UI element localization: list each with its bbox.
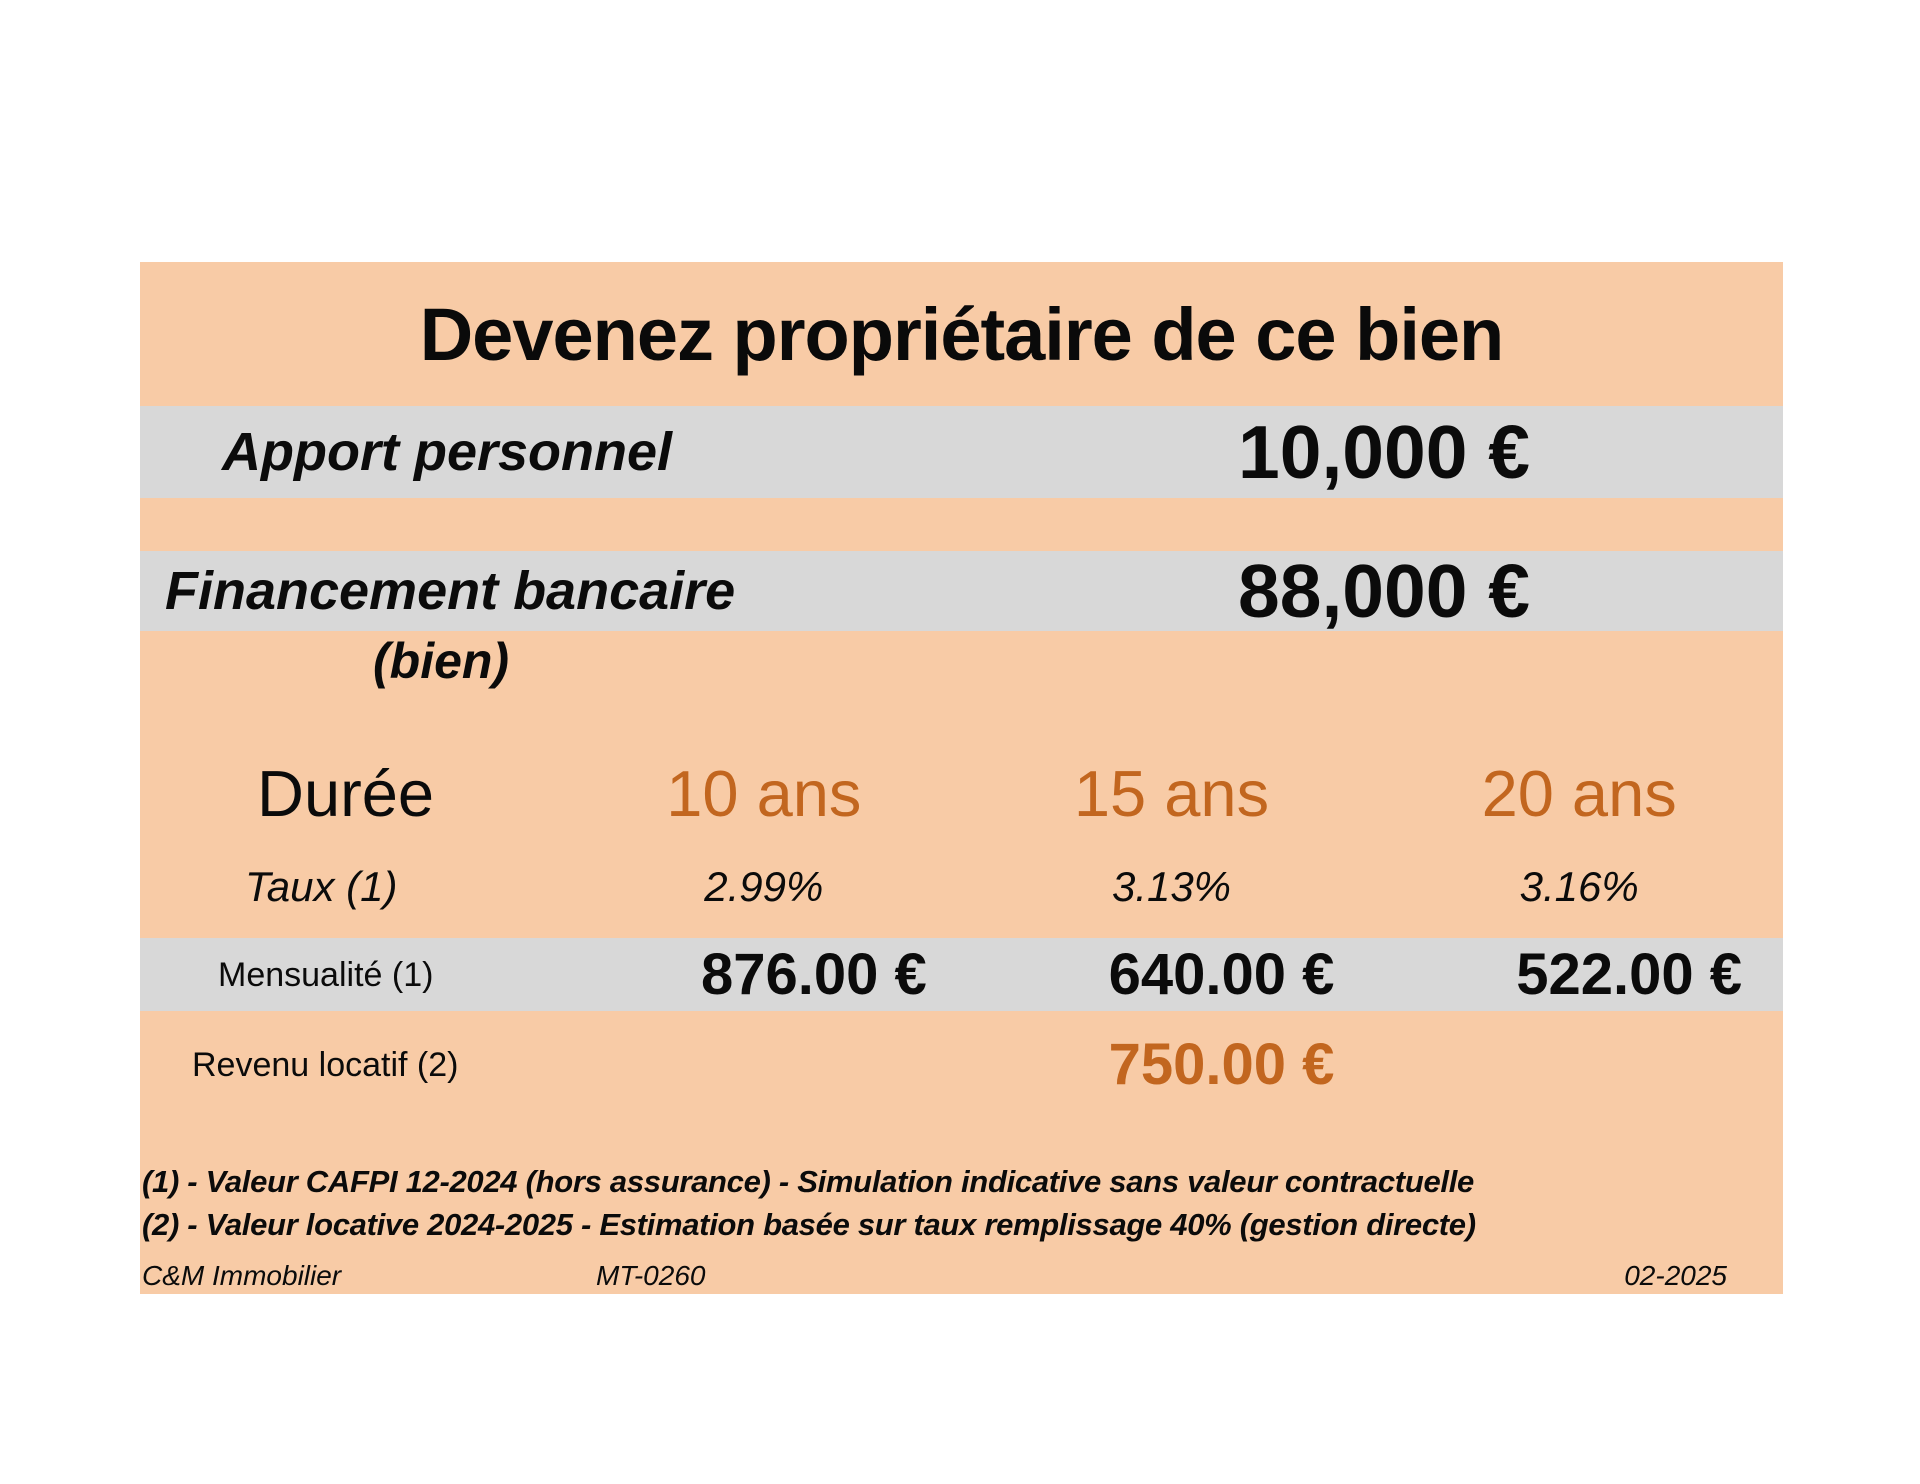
footer-date: 02-2025 [1624, 1260, 1727, 1291]
monthly-payment-row: Mensualité (1) 876.00 € 640.00 € 522.00 … [140, 938, 1783, 1011]
footer-company: C&M Immobilier [142, 1260, 342, 1291]
rate-15-ans: 3.13% [1111, 863, 1232, 910]
rate-row: Taux (1) 2.99% 3.13% 3.16% [140, 857, 1783, 917]
duration-header-row: Durée 10 ans 15 ans 20 ans [140, 757, 1783, 829]
footer-row: C&M Immobilier MT-0260 02-2025 [140, 1260, 1783, 1294]
footer-reference: MT-0260 [596, 1260, 706, 1291]
financing-simulation-panel: Devenez propriétaire de ce bien Apport p… [140, 262, 1783, 1294]
monthly-payment-label: Mensualité (1) [218, 955, 434, 994]
apport-row: Apport personnel 10,000 € [140, 406, 1783, 498]
rental-income-label: Revenu locatif (2) [192, 1046, 459, 1084]
rental-income-value: 750.00 € [1108, 1032, 1335, 1097]
monthly-payment-15-ans: 640.00 € [1108, 941, 1335, 1007]
duration-label: Durée [257, 756, 435, 830]
duration-10-ans: 10 ans [666, 756, 862, 830]
financement-note: (bien) [373, 633, 510, 689]
title-band: Devenez propriétaire de ce bien [140, 262, 1783, 406]
monthly-payment-20-ans: 522.00 € [1516, 941, 1743, 1007]
rental-income-row: Revenu locatif (2) 750.00 € [140, 1034, 1783, 1096]
apport-value: 10,000 € [1238, 409, 1530, 494]
footnote-1: (1) - Valeur CAFPI 12-2024 (hors assuran… [142, 1164, 1474, 1199]
monthly-payment-10-ans: 876.00 € [700, 941, 927, 1007]
financement-value: 88,000 € [1238, 548, 1530, 633]
duration-20-ans: 20 ans [1481, 756, 1677, 830]
panel-title: Devenez propriétaire de ce bien [419, 292, 1505, 376]
rate-20-ans: 3.16% [1519, 863, 1639, 910]
footnote-2: (2) - Valeur locative 2024-2025 - Estima… [142, 1207, 1476, 1242]
rate-label: Taux (1) [245, 863, 398, 910]
duration-15-ans: 15 ans [1073, 756, 1270, 830]
apport-label: Apport personnel [222, 422, 673, 482]
financement-label: Financement bancaire [165, 561, 736, 621]
rate-10-ans: 2.99% [704, 863, 824, 910]
financement-row: Financement bancaire 88,000 € [140, 551, 1783, 631]
